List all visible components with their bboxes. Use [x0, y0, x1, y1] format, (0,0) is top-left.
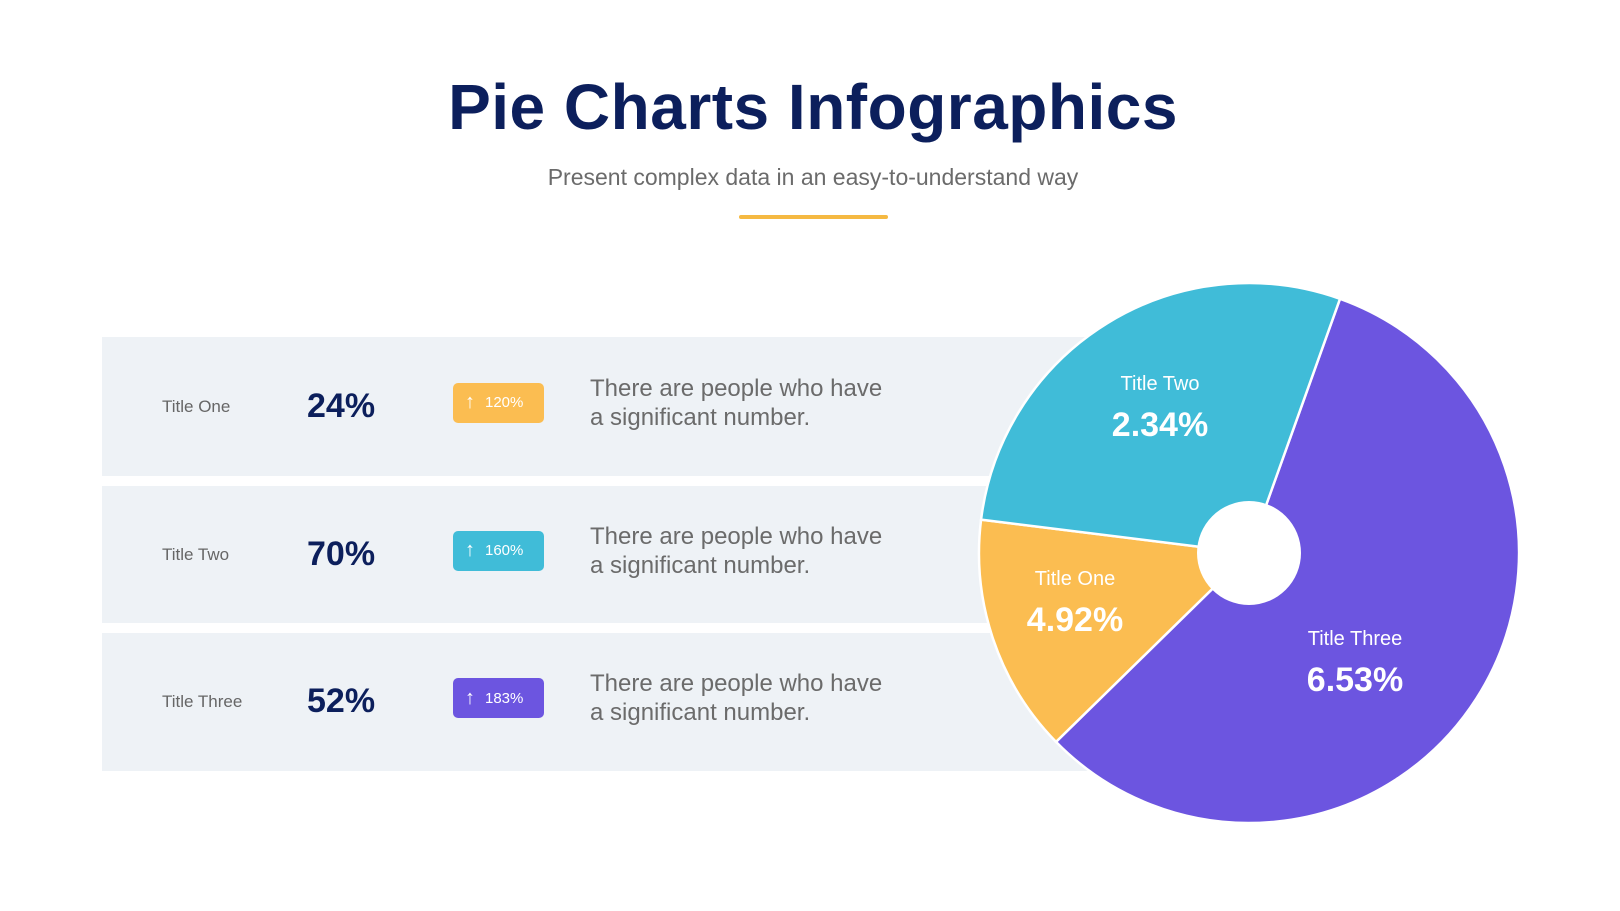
row-description: There are people who have a significant … — [590, 374, 950, 432]
table-row: Title Two 70% ↑ 160% There are people wh… — [102, 486, 1102, 623]
title-underline — [739, 215, 888, 219]
arrow-up-icon: ↑ — [465, 686, 475, 709]
pie-slice-title-one — [977, 518, 1252, 744]
row-label: Title One — [162, 396, 231, 416]
growth-badge: ↑ 120% — [453, 382, 544, 423]
arrow-up-icon: ↑ — [465, 391, 475, 413]
slice-value-label: 6.53% — [1307, 661, 1403, 699]
growth-badge: ↑ 183% — [453, 678, 544, 718]
description-line: a significant number. — [590, 403, 811, 431]
row-description: There are people who have a significant … — [590, 669, 950, 727]
row-percent: 52% — [307, 682, 376, 720]
slice-category-label: Title One — [1035, 568, 1115, 590]
description-line: There are people who have — [590, 374, 883, 402]
slice-category-label: Title Three — [1308, 628, 1402, 650]
description-line: There are people who have — [590, 670, 883, 697]
page-title: Pie Charts Infographics — [448, 71, 1178, 143]
page-subtitle: Present complex data in an easy-to-under… — [547, 164, 1079, 190]
badge-value: 183% — [485, 689, 524, 707]
description-line: a significant number. — [590, 699, 811, 726]
row-percent: 24% — [307, 386, 376, 425]
donut-hole — [1197, 501, 1301, 605]
slice-category-label: Title Two — [1121, 373, 1200, 395]
description-line: There are people who have — [590, 522, 883, 550]
growth-badge: ↑ 160% — [453, 530, 544, 571]
table-row: Title One 24% ↑ 120% There are people wh… — [102, 337, 1102, 476]
slice-value-label: 4.92% — [1027, 601, 1123, 639]
row-label: Title Two — [162, 544, 230, 564]
badge-value: 160% — [485, 542, 524, 559]
table-row: Title Three 52% ↑ 183% There are people … — [102, 633, 1102, 771]
slice-value-label: 2.34% — [1112, 406, 1208, 444]
description-line: a significant number. — [590, 551, 811, 579]
row-description: There are people who have a significant … — [590, 522, 950, 580]
row-percent: 70% — [307, 534, 376, 573]
badge-value: 120% — [485, 394, 524, 411]
pie-slice-title-two — [979, 281, 1342, 555]
arrow-up-icon: ↑ — [465, 539, 475, 561]
row-label: Title Three — [162, 692, 243, 711]
